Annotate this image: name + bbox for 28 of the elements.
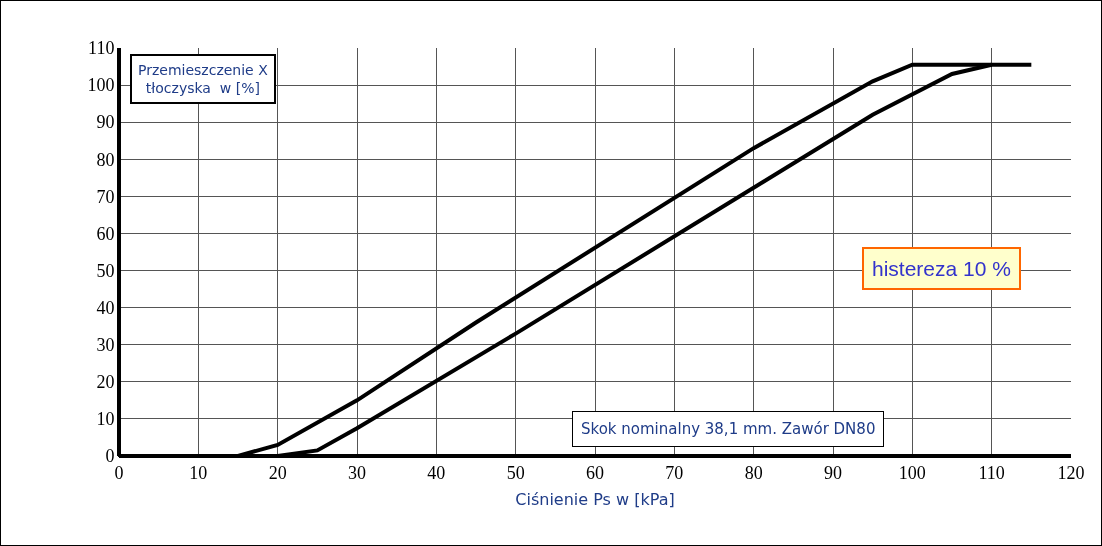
x-tick-label: 110	[978, 462, 1005, 483]
y-tick-label: 60	[96, 223, 115, 244]
x-tick-label: 60	[586, 462, 604, 483]
y-tick-label: 100	[87, 75, 115, 96]
x-tick-label: 30	[348, 462, 366, 483]
x-tick-label: 20	[268, 462, 287, 483]
x-tick-label: 120	[1057, 462, 1085, 483]
annotation: Skok nominalny 38,1 mm. Zawór DN80	[581, 420, 876, 438]
y-tick-label: 10	[96, 409, 115, 430]
y-tick-label: 20	[96, 372, 115, 393]
y-tick-label: 70	[96, 186, 115, 207]
y-tick-label: 50	[96, 260, 115, 281]
annotation: histereza 10 %	[872, 257, 1011, 280]
y-tick-label: 80	[96, 149, 115, 170]
x-tick-label: 70	[665, 462, 684, 483]
x-tick-label: 10	[189, 462, 208, 483]
y-tick-label: 30	[96, 335, 115, 356]
x-tick-label: 90	[824, 462, 842, 483]
y-axis-title: Przemieszczenie X tłoczyska w [%]	[138, 62, 269, 97]
y-tick-label: 0	[105, 446, 115, 467]
x-axis-title: Ciśnienie Ps w [kPa]	[515, 490, 675, 510]
y-tick-label: 40	[96, 297, 115, 318]
x-tick-label: 100	[898, 462, 926, 483]
y-tick-label: 110	[88, 38, 115, 59]
x-tick-label: 40	[427, 462, 446, 483]
x-tick-label: 50	[506, 462, 525, 483]
x-tick-label: 80	[744, 462, 763, 483]
y-tick-label: 90	[96, 112, 115, 133]
